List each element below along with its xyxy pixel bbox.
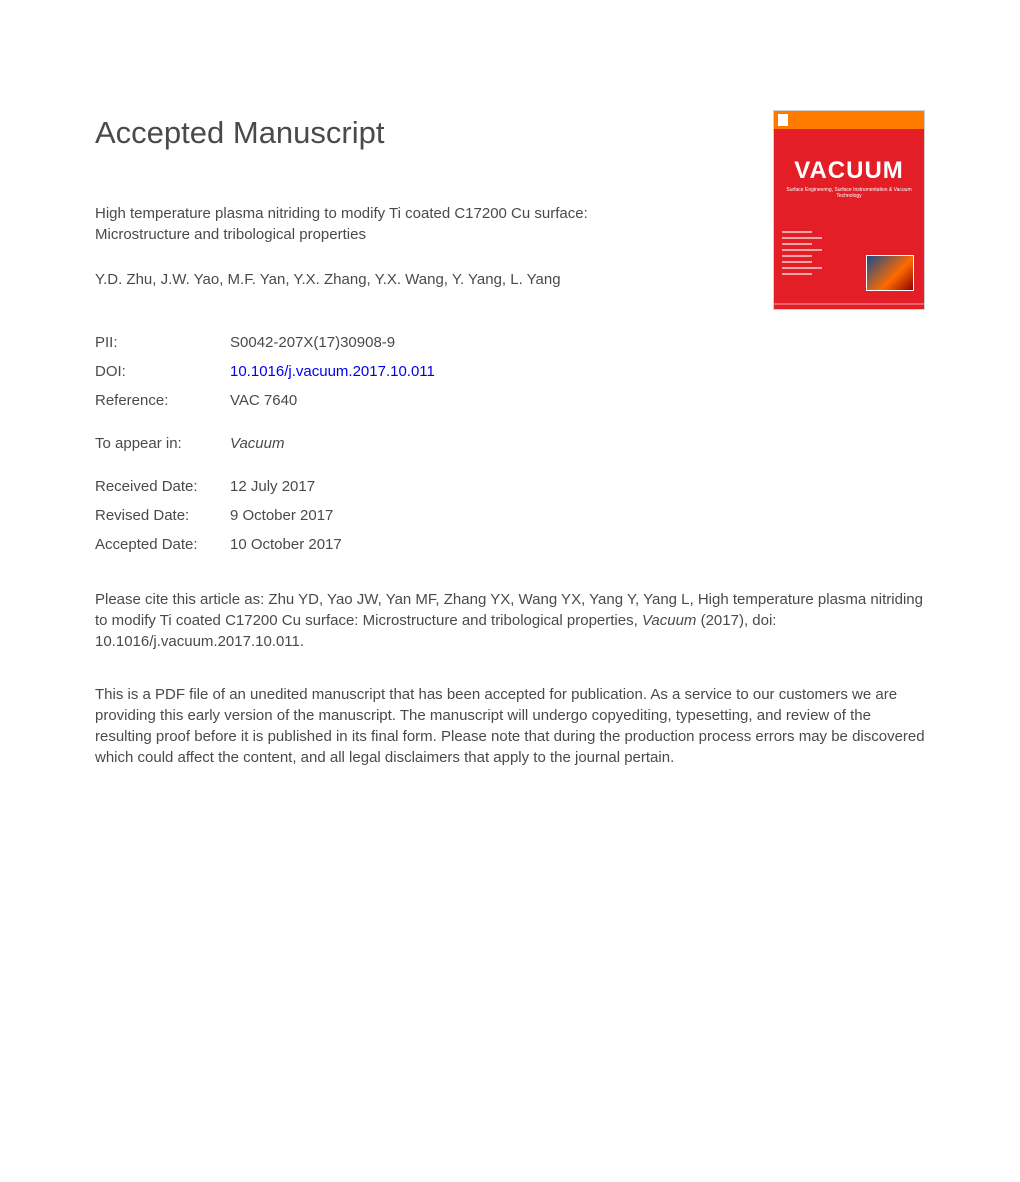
meta-value: Vacuum [230, 415, 435, 458]
meta-row-received: Received Date: 12 July 2017 [95, 458, 435, 501]
doi-link[interactable]: 10.1016/j.vacuum.2017.10.011 [230, 363, 435, 380]
meta-value: 10 October 2017 [230, 530, 435, 559]
meta-label: Reference: [95, 386, 230, 415]
cover-subtitle: Surface Engineering, Surface Instrumenta… [774, 187, 924, 199]
metadata-table: PII: S0042-207X(17)30908-9 DOI: 10.1016/… [95, 328, 435, 559]
disclaimer-text: This is a PDF file of an unedited manusc… [95, 684, 925, 768]
left-column: Accepted Manuscript High temperature pla… [95, 115, 675, 328]
meta-label: To appear in: [95, 415, 230, 458]
cover-figure [866, 255, 914, 291]
meta-value: 12 July 2017 [230, 458, 435, 501]
meta-label: Revised Date: [95, 501, 230, 530]
citation-journal: Vacuum [642, 612, 696, 629]
meta-label: Accepted Date: [95, 530, 230, 559]
meta-row-reference: Reference: VAC 7640 [95, 386, 435, 415]
authors-list: Y.D. Zhu, J.W. Yao, M.F. Yan, Y.X. Zhang… [95, 271, 675, 288]
meta-row-revised: Revised Date: 9 October 2017 [95, 501, 435, 530]
citation-prefix: Please cite this article as: Zhu YD, Yao… [95, 591, 923, 629]
meta-value: S0042-207X(17)30908-9 [230, 328, 435, 357]
meta-row-accepted: Accepted Date: 10 October 2017 [95, 530, 435, 559]
cover-topbar [774, 111, 924, 129]
meta-label: DOI: [95, 357, 230, 386]
journal-cover: VACUUM Surface Engineering, Surface Inst… [773, 110, 925, 310]
cover-footer [774, 303, 924, 305]
meta-value: 10.1016/j.vacuum.2017.10.011 [230, 357, 435, 386]
meta-label: Received Date: [95, 458, 230, 501]
meta-value: VAC 7640 [230, 386, 435, 415]
meta-value: 9 October 2017 [230, 501, 435, 530]
citation-block: Please cite this article as: Zhu YD, Yao… [95, 589, 925, 652]
meta-row-appear: To appear in: Vacuum [95, 415, 435, 458]
article-title: High temperature plasma nitriding to mod… [95, 203, 675, 245]
meta-label: PII: [95, 328, 230, 357]
cover-journal-title: VACUUM [774, 157, 924, 185]
cover-toc-lines [782, 231, 832, 279]
header-row: Accepted Manuscript High temperature pla… [95, 115, 925, 328]
journal-name: Vacuum [230, 435, 284, 452]
meta-row-doi: DOI: 10.1016/j.vacuum.2017.10.011 [95, 357, 435, 386]
page-heading: Accepted Manuscript [95, 115, 675, 151]
manuscript-page: Accepted Manuscript High temperature pla… [0, 0, 1020, 768]
meta-row-pii: PII: S0042-207X(17)30908-9 [95, 328, 435, 357]
